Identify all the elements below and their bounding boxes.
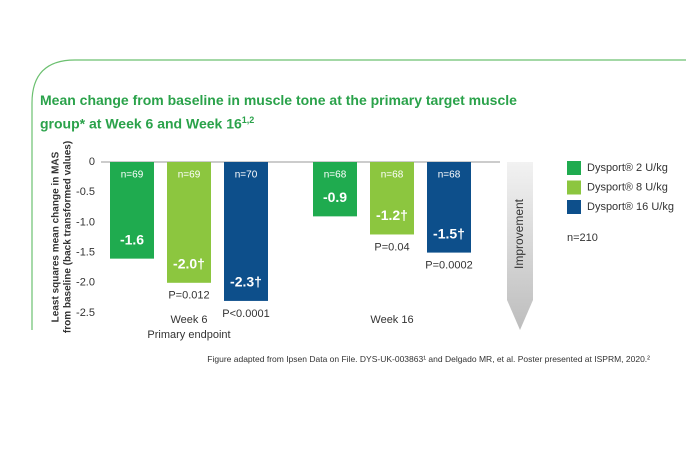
legend-label: Dysport® 16 U/kg [587,201,674,213]
n-label: n=68 [381,170,404,181]
card-border [31,59,686,330]
value-label: -1.5† [433,225,465,241]
bar [370,162,414,235]
legend-label: Dysport® 8 U/kg [587,181,668,193]
bar [167,162,211,283]
n-label: n=68 [324,170,347,181]
y-tick-label: -2.0 [76,277,95,289]
title-superscript: 1,2 [241,115,255,125]
arrow-label: Improvement [512,198,526,269]
value-label: -2.0† [173,256,205,272]
y-tick-label: 0 [89,156,95,168]
n-label: n=69 [121,170,144,181]
legend-label: Dysport® 2 U/kg [587,162,668,174]
y-tick-label: -2.5 [76,307,95,319]
x-sub-label: Primary endpoint [147,329,230,341]
x-tick-label: Week 16 [370,314,413,326]
chart-title: Mean change from baseline in muscle tone… [40,90,530,134]
y-tick-label: -1.5 [76,247,95,259]
value-label: -1.2† [376,207,408,223]
y-axis-label: Least squares mean change in MAS [51,151,62,322]
p-label: P=0.0002 [425,260,472,272]
legend-swatch [567,200,581,214]
footnote: Figure adapted from Ipsen Data on File. … [207,354,650,364]
improvement-arrow [507,162,533,330]
legend-swatch [567,161,581,175]
n-label: n=69 [178,170,201,181]
p-label: P<0.0001 [222,308,269,320]
x-tick-label: Week 6 [170,314,207,326]
y-axis-label: from baseline (back transformed values) [63,141,74,333]
bar [313,162,357,217]
total-n: n=210 [567,232,598,244]
n-label: n=68 [438,170,461,181]
y-tick-label: -0.5 [76,186,95,198]
value-label: -2.3† [230,274,262,290]
bar [427,162,471,253]
p-label: P=0.012 [168,290,209,302]
bar [110,162,154,259]
title-text: Mean change from baseline in muscle tone… [40,92,517,132]
y-tick-label: -1.0 [76,216,95,228]
p-label: P=0.04 [374,241,409,253]
value-label: -1.6 [120,231,144,247]
n-label: n=70 [235,170,258,181]
bar [224,162,268,301]
value-label: -0.9 [323,189,347,205]
legend-swatch [567,180,581,195]
